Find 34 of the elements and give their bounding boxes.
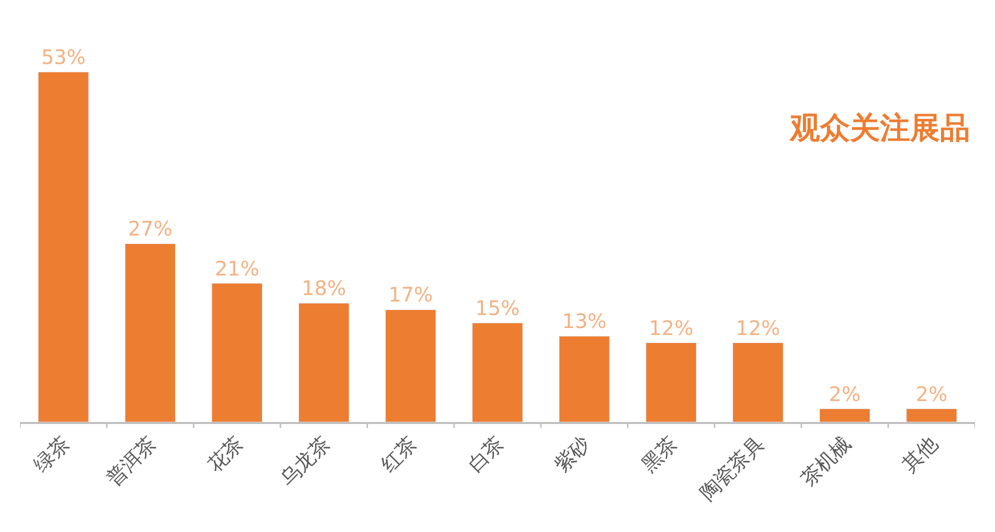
- x-tick-label: 乌龙茶: [275, 431, 334, 491]
- x-tick-label: 普洱茶: [101, 431, 161, 491]
- data-label: 17%: [388, 282, 433, 307]
- data-label: 21%: [214, 256, 260, 280]
- bar: [558, 336, 610, 422]
- data-label: 27%: [128, 216, 172, 241]
- bar: [646, 342, 697, 422]
- bar: [38, 72, 89, 422]
- data-label: 53%: [41, 45, 86, 69]
- bar: [212, 283, 262, 422]
- bar: [298, 302, 350, 422]
- x-tick-label: 黑茶: [636, 431, 682, 477]
- data-label: 12%: [648, 316, 694, 340]
- x-tick-label: 茶机械: [796, 431, 856, 491]
- x-tick-label: 陶瓷茶具: [695, 431, 769, 505]
- data-label: 18%: [302, 276, 346, 300]
- data-label: 2%: [916, 382, 948, 406]
- text: 观众关注展品: [789, 111, 970, 146]
- bar: [124, 243, 176, 422]
- bar: [732, 342, 784, 422]
- x-tick-label: 花茶: [202, 431, 248, 477]
- data-label: 12%: [736, 316, 780, 340]
- bar: [472, 322, 523, 422]
- data-label: 2%: [828, 382, 861, 406]
- bar: [906, 408, 958, 422]
- x-tick-label: 绿茶: [28, 431, 74, 477]
- x-tick-label: 其他: [896, 431, 942, 477]
- bar: [385, 309, 436, 422]
- x-tick-label: 紫砂: [550, 431, 595, 477]
- x-tick-label: 红茶: [376, 431, 422, 477]
- x-tick-label: 白茶: [462, 431, 508, 477]
- data-label: 15%: [475, 296, 520, 320]
- bar: [819, 408, 870, 422]
- data-label: 13%: [562, 309, 607, 334]
